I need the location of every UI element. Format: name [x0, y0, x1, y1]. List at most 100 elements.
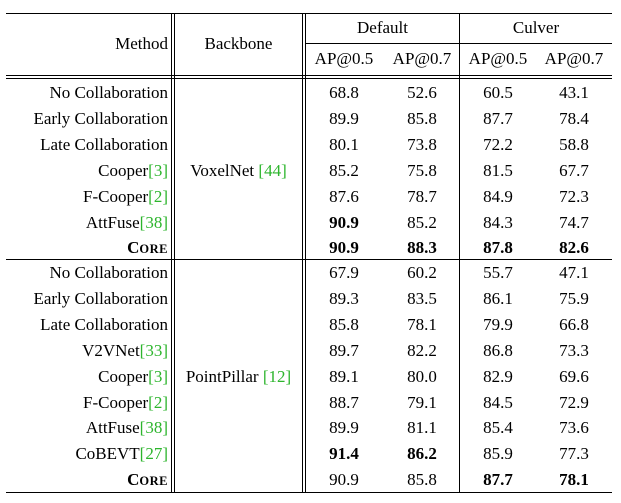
table-cell: 72.3 — [559, 186, 589, 206]
vrule-backbone-1 — [302, 13, 303, 493]
method-name: Early Collaboration — [33, 288, 168, 308]
table-cell: 83.5 — [407, 288, 437, 308]
header-rule-2 — [6, 78, 612, 79]
citation-link[interactable]: [12] — [262, 366, 292, 386]
method-name: Late Collaboration — [40, 134, 168, 154]
table-cell: 77.3 — [559, 444, 589, 464]
method-name: CORE — [127, 238, 168, 258]
table-cell: 47.1 — [559, 263, 589, 282]
table-cell: 85.2 — [407, 212, 437, 232]
method-name: Cooper — [98, 160, 149, 180]
table-cell: 87.7 — [483, 108, 513, 128]
table-cell: 74.7 — [559, 212, 589, 232]
header-backbone: Backbone — [204, 34, 273, 53]
header-ap-culver-07: AP@0.7 — [544, 49, 604, 68]
table-cell: 85.8 — [407, 470, 437, 490]
table-cell: 80.0 — [407, 366, 437, 386]
table-row-method: Late Collaboration — [6, 315, 168, 335]
table-cell: 69.6 — [559, 366, 589, 386]
table-cell: 90.9 — [329, 470, 359, 490]
table-cell: 78.7 — [407, 186, 437, 206]
table-cell: 66.8 — [559, 314, 589, 334]
table-cell: 79.1 — [407, 392, 437, 412]
method-name: CORE — [127, 470, 168, 490]
table-cell: 68.8 — [329, 83, 359, 102]
table-cell: 89.3 — [329, 288, 359, 308]
citation-link[interactable]: [44] — [258, 160, 287, 180]
citation-link[interactable]: [3] — [148, 160, 168, 180]
table-cell: 73.6 — [559, 418, 589, 438]
vrule-default-culver — [459, 13, 460, 493]
table-cell: 58.8 — [559, 134, 589, 154]
citation-link[interactable]: [38] — [139, 212, 168, 232]
backbone-label: VoxelNet [44] — [175, 161, 302, 181]
citation-link[interactable]: [2] — [148, 186, 168, 206]
table-cell: 72.9 — [559, 392, 589, 412]
table-cell: 87.7 — [483, 470, 513, 490]
table-cell: 72.2 — [483, 134, 513, 154]
table-cell: 89.1 — [329, 366, 359, 386]
table-cell: 78.1 — [559, 470, 589, 490]
citation-link[interactable]: [27] — [139, 444, 168, 464]
header-rule — [6, 75, 612, 76]
method-name: No Collaboration — [49, 263, 168, 282]
table-cell: 89.9 — [329, 108, 359, 128]
table-cell: 85.8 — [407, 108, 437, 128]
table-cell: 79.9 — [483, 314, 513, 334]
table-cell: 73.8 — [407, 134, 437, 154]
backbone-label: PointPillar [12] — [175, 367, 302, 387]
citation-link[interactable]: [2] — [148, 392, 168, 412]
table-row-method: V2VNet[33] — [6, 341, 168, 361]
table-cell: 89.9 — [329, 418, 359, 438]
table-cell: 85.4 — [483, 418, 513, 438]
table-cell: 86.1 — [483, 288, 513, 308]
table-cell: 88.7 — [329, 392, 359, 412]
table-cell: 78.1 — [407, 314, 437, 334]
table-cell: 84.9 — [483, 186, 513, 206]
table-cell: 88.3 — [407, 238, 437, 258]
table-cell: 90.9 — [329, 212, 359, 232]
results-table: Method Backbone Default Culver AP@0.5 AP… — [6, 13, 612, 493]
citation-link[interactable]: [38] — [139, 418, 168, 438]
citation-link[interactable]: [33] — [139, 340, 168, 360]
table-row-method: Early Collaboration — [6, 289, 168, 309]
table-cell: 60.2 — [407, 263, 437, 282]
table-cell: 75.8 — [407, 160, 437, 180]
header-method: Method — [115, 34, 168, 53]
method-name: F-Cooper — [83, 186, 149, 206]
table-row-method: AttFuse[38] — [6, 213, 168, 233]
header-ap-default-07: AP@0.7 — [392, 49, 452, 68]
table-cell: 73.3 — [559, 340, 589, 360]
backbone-name: PointPillar — [185, 366, 263, 386]
table-cell: 55.7 — [483, 263, 513, 282]
table-cell: 52.6 — [407, 83, 437, 102]
header-default: Default — [357, 18, 408, 37]
method-name: Late Collaboration — [40, 314, 168, 334]
table-cell: 82.9 — [483, 366, 513, 386]
vrule-method-1 — [171, 13, 172, 493]
table-row-method: CoBEVT[27] — [6, 444, 168, 464]
table-cell: 84.5 — [483, 392, 513, 412]
table-row-method: Early Collaboration — [6, 109, 168, 129]
table-cell: 60.5 — [483, 83, 513, 102]
top-rule — [6, 13, 612, 14]
method-name: Cooper — [98, 366, 149, 386]
table-cell: 80.1 — [329, 134, 359, 154]
table-cell: 78.4 — [559, 108, 589, 128]
vrule-backbone-2 — [305, 13, 306, 493]
table-cell: 82.2 — [407, 340, 437, 360]
table-cell: 86.2 — [407, 444, 437, 464]
citation-link[interactable]: [3] — [148, 366, 168, 386]
method-name: AttFuse — [85, 212, 140, 232]
table-cell: 81.5 — [483, 160, 513, 180]
table-row-method: AttFuse[38] — [6, 418, 168, 438]
table-row-method: Cooper[3] — [6, 367, 168, 387]
method-name: F-Cooper — [83, 392, 149, 412]
method-name: Early Collaboration — [33, 108, 168, 128]
table-cell: 85.9 — [483, 444, 513, 464]
header-ap-default-05: AP@0.5 — [314, 49, 374, 68]
table-cell: 67.7 — [559, 160, 589, 180]
table-row-method: No Collaboration — [6, 83, 168, 103]
table-row-method: CORE — [6, 470, 168, 491]
table-cell: 67.9 — [329, 263, 359, 282]
